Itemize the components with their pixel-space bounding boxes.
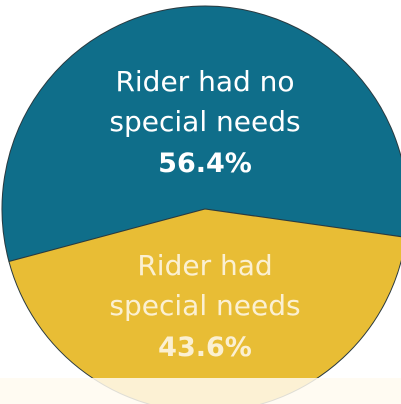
slice-label: Rider had special needs 43.6% <box>95 246 315 368</box>
value-label: 56.4% <box>158 148 252 179</box>
pie-slice <box>1 5 401 263</box>
bottom-band <box>0 378 401 404</box>
pie-slice <box>8 208 401 404</box>
category-label: Rider had no special needs <box>109 65 301 138</box>
value-label: 43.6% <box>158 332 252 363</box>
category-label: Rider had special needs <box>109 249 301 322</box>
slice-label: Rider had no special needs 56.4% <box>95 62 315 184</box>
